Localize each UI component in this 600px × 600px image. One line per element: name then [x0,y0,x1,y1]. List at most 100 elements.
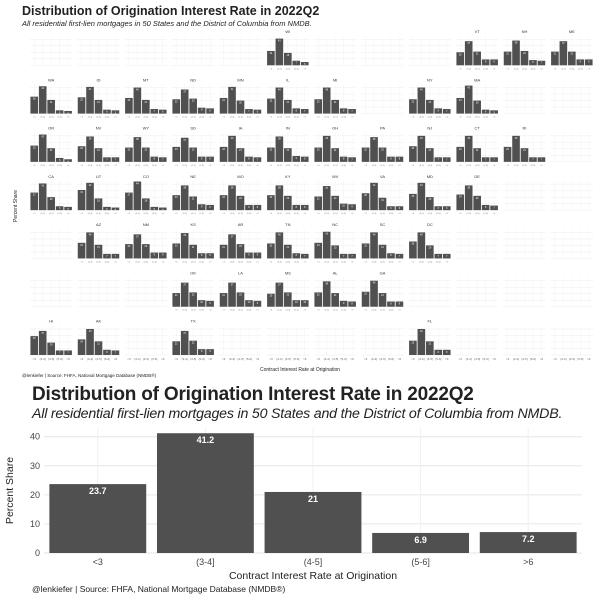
x-tick-label: (3-4] [466,357,472,361]
bar [426,197,434,211]
x-tick-label: <3 [222,260,225,263]
empty-panel [314,36,357,66]
data-label: 8 [296,109,298,112]
x-tick-label: <3 [80,212,83,215]
bar [197,349,206,355]
state-label: WA [48,77,55,82]
x-tick-label: (4-5] [286,261,291,263]
state-label: KS [190,222,196,227]
x-tick-label: (5-6] [483,117,488,119]
bar [490,205,498,211]
bar [322,186,331,211]
data-label: 6 [438,207,440,210]
data-label: 37 [183,90,186,93]
bar [197,156,206,162]
data-label: 21 [334,101,337,104]
state-label: NV [96,126,102,131]
data-label: 9 [201,109,203,112]
bar [94,148,103,162]
data-label: 9 [257,302,259,305]
state-panel-ky: KY 23 38 22 8 8 <3 (3-4] (4-5] (5-6] >6 [266,174,309,215]
x-tick-label: (3-4] [277,310,282,312]
bar [172,341,181,355]
x-tick-label: >6 [350,357,354,361]
x-tick-label: >6 [67,164,70,167]
data-label: 22 [364,149,367,152]
empty-panel [503,277,546,307]
state-label: NY [427,77,433,82]
data-label: 7 [493,158,495,161]
data-label: 21 [97,101,100,104]
state-label: NM [143,222,149,227]
data-label: 7 [154,110,156,113]
bar [473,100,481,114]
y-tick-label: 10 [30,519,40,529]
x-tick-label: <3 [222,309,225,312]
x-tick-label: <3 [364,212,367,215]
bar [275,38,284,66]
x-tick-label: >6 [351,212,354,215]
bar [551,51,559,66]
data-label: 25 [80,98,83,101]
data-label: 7 [304,110,306,113]
state-panel-nh: NH 21 38 22 8 7 <3 (3-4] (4-5] (5-6] >6 [503,29,546,70]
data-label: 21 [286,149,289,152]
state-label: LA [238,270,243,275]
empty-panel: <3 (3-4] (4-5] (5-6] >6 [550,325,593,361]
bar [38,183,47,211]
x-tick-label: (5-6] [105,117,110,119]
data-label: 9 [201,350,203,353]
bar [284,195,292,211]
state-panel-pa: PA 22 38 22 8 8 <3 (3-4] (4-5] (5-6] >6 [361,126,404,167]
state-panel-mo: MO 23 38 22 8 8 <3 (3-4] (4-5] (5-6] >6 [219,174,262,215]
bar [150,109,159,114]
bar [206,156,214,162]
data-label: 21 [286,246,289,249]
data-label: 8 [399,303,401,306]
bar [30,145,39,162]
bar [49,484,147,553]
bar [292,300,301,307]
state-label: GA [380,270,386,275]
bar [292,253,301,259]
bar [219,293,228,307]
data-label: 8 [304,206,306,209]
data-label: 6 [106,111,108,114]
data-label: 7 [541,158,543,161]
data-label: 22 [381,149,384,152]
state-panel-ca: 010203040CA27412065<3(3-4](4-5](5-6]>6 [30,174,73,215]
state-label: AK [96,319,102,324]
data-label: 8 [399,158,401,161]
bar [189,340,197,355]
bar [417,135,426,162]
data-label: 23 [192,100,195,103]
x-tick-label: (3-4] [419,165,424,167]
data-label: 10 [342,205,345,208]
empty-panel [408,277,451,307]
bar [314,242,323,259]
data-label: 40 [231,137,234,140]
state-panel-nj: NJ 24 40 21 7 7 <3 (3-4] (4-5] (5-6] >6 [408,126,451,167]
bar [417,232,426,259]
data-label: 10 [295,301,298,304]
state-label: IA [239,126,243,131]
x-tick-label: (4-5] [96,213,101,215]
bar [125,244,133,259]
bar [86,232,94,259]
x-tick-label: (5-6] [294,165,299,167]
bar [331,293,339,307]
data-label: 22 [128,245,131,248]
bar [434,206,443,211]
x-tick-label: >6 [398,357,402,361]
bar [520,148,529,162]
x-tick-label: <3 [506,357,510,361]
data-label: 24 [128,99,131,102]
x-tick-label: (4-5] [286,68,291,70]
bar [490,157,498,162]
bar [206,349,214,355]
bar [456,97,465,114]
empty-panel [550,132,593,163]
x-tick-label: (4-5] [48,357,54,361]
x-tick-label: (4-5] [144,261,149,263]
bar [300,300,309,307]
